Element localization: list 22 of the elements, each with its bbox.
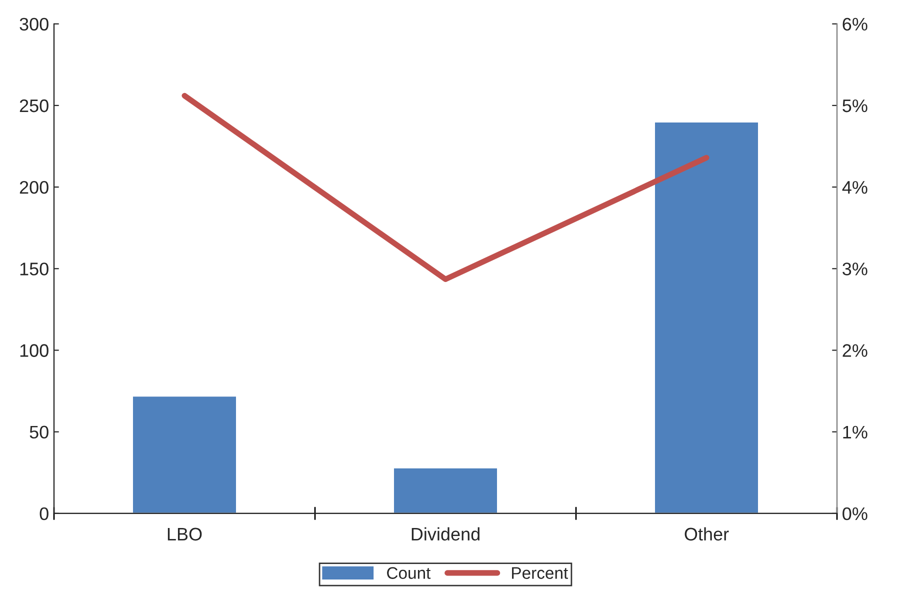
y-tick-label: 200 bbox=[20, 180, 48, 194]
bar bbox=[654, 121, 760, 514]
y2-tick-label: 3% bbox=[842, 262, 868, 276]
y-tick-label: 50 bbox=[30, 426, 48, 439]
x-tick-label: LBO bbox=[168, 528, 202, 541]
x-tick-label: Dividend bbox=[412, 527, 480, 541]
y-tick-label: 150 bbox=[20, 262, 48, 276]
y2-tick-label: 2% bbox=[842, 344, 868, 357]
legend-label: Count bbox=[387, 567, 431, 579]
y2-tick-label: 6% bbox=[842, 18, 868, 31]
y-tick-label: 0 bbox=[40, 507, 48, 520]
x-tick-label: Other bbox=[684, 527, 729, 541]
y2-tick-label: 1% bbox=[843, 426, 868, 438]
bar bbox=[392, 467, 498, 514]
legend-label: Percent bbox=[512, 567, 568, 579]
y2-tick-label: 0% bbox=[842, 507, 868, 520]
y2-tick-label: 5% bbox=[842, 99, 868, 112]
y-tick-label: 250 bbox=[20, 99, 48, 112]
y-tick-label: 100 bbox=[20, 344, 48, 357]
bar bbox=[132, 395, 238, 514]
y2-tick-label: 4% bbox=[842, 181, 868, 194]
y-tick-label: 300 bbox=[20, 18, 48, 31]
